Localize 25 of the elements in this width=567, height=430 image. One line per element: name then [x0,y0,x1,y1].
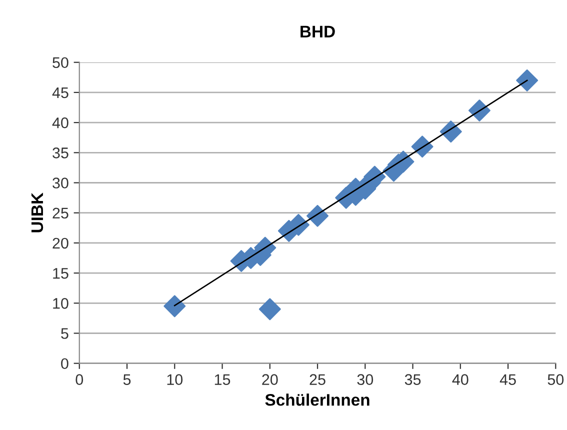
y-tick-label: 0 [61,358,68,370]
x-tick-label: 30 [357,374,374,385]
y-tick-label: 20 [52,238,68,249]
x-tick-label: 35 [404,374,421,385]
y-tick-label: 25 [52,208,68,219]
y-tick-label: 15 [53,268,68,279]
y-axis-title: UIBK [31,192,44,232]
x-tick-label: 50 [548,374,564,385]
chart-title: BHD [300,26,335,38]
x-tick-label: 25 [310,374,326,385]
x-tick-label: 10 [167,374,183,385]
x-tick-label: 45 [500,374,516,385]
y-tick-label: 45 [52,87,68,98]
x-axis-title: SchülerInnen [265,394,370,406]
x-tick-label: 5 [123,374,131,385]
y-tick-label: 50 [52,57,68,68]
y-tick-label: 5 [61,328,68,339]
y-tick-label: 35 [52,148,68,158]
y-tick-label: 10 [53,298,68,309]
x-tick-label: 15 [214,374,230,385]
y-tick-label: 40 [52,117,68,128]
y-tick-label: 30 [52,178,68,188]
x-tick-label: 40 [452,374,468,385]
x-tick-label: 20 [262,374,278,385]
x-tick-label: 0 [76,374,84,385]
